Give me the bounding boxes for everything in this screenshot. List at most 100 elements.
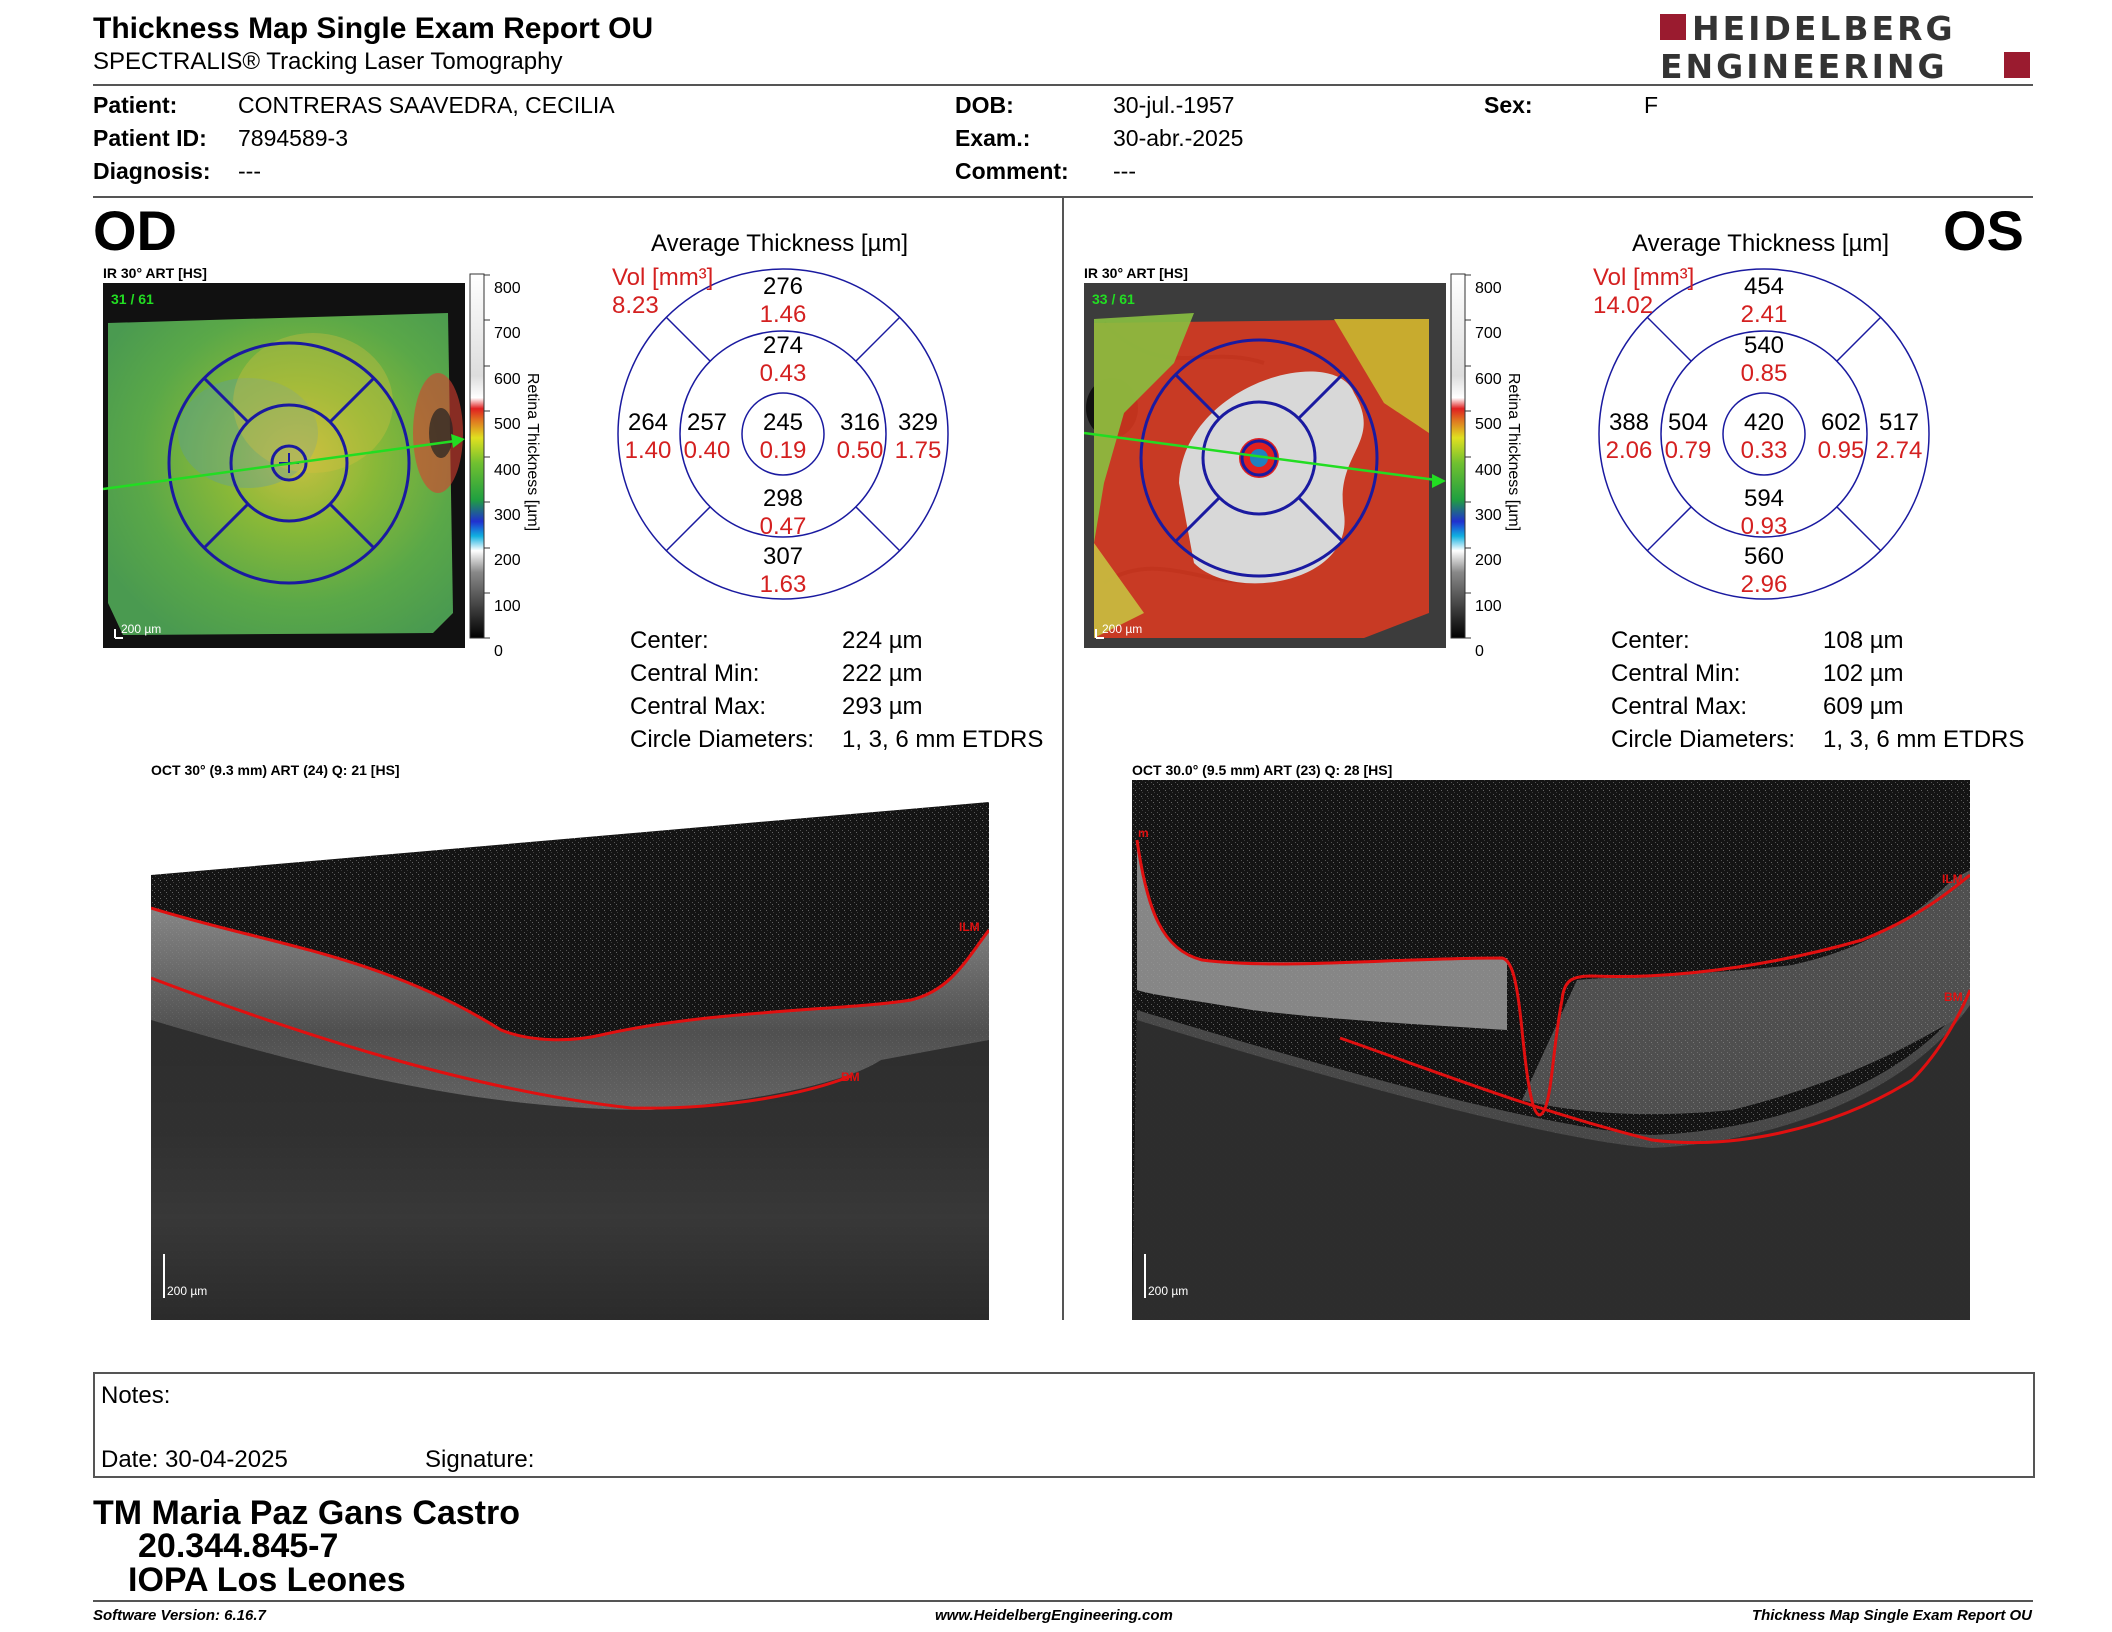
colorbar-tick: 700 <box>1475 325 1502 343</box>
svg-text:HEIDELBERG: HEIDELBERG <box>1692 10 1956 48</box>
os-center-label: Center: <box>1611 627 1690 654</box>
od-ilm-label: ILM <box>959 920 980 934</box>
notes-signature-label: Signature: <box>425 1446 535 1473</box>
od-colorbar-ticks: 800 700 600 500 400 300 200 100 0 <box>494 266 521 675</box>
od-eye-label: OD <box>93 199 177 262</box>
colorbar-tick: 600 <box>494 370 521 388</box>
colorbar-tick: 300 <box>1475 507 1502 525</box>
colorbar-tick: 100 <box>494 597 521 615</box>
os-oct-bscan: m ILM BM 200 µm <box>1132 780 1970 1320</box>
od-sector-temporal-inner: 316 0.50 <box>836 409 884 464</box>
notes-box[interactable]: Notes: Date: 30-04-2025 Signature: <box>93 1372 2035 1478</box>
colorbar-tick: 300 <box>494 507 521 525</box>
od-sector-inferior-inner: 298 0.47 <box>759 485 807 540</box>
os-eye-label: OS <box>1943 199 2024 262</box>
colorbar-tick: 800 <box>494 280 521 297</box>
diagnosis-label: Diagnosis: <box>93 158 211 184</box>
footer-website-link[interactable]: www.HeidelbergEngineering.com <box>935 1607 1173 1624</box>
od-oct-label: OCT 30° (9.3 mm) ART (24) Q: 21 [HS] <box>151 762 400 778</box>
os-oct-scale: 200 µm <box>1148 1284 1189 1298</box>
colorbar-tick: 400 <box>494 461 521 479</box>
footer-software-version: Software Version: 6.16.7 <box>93 1607 266 1624</box>
colorbar-tick: 100 <box>1475 597 1502 615</box>
od-min-label: Central Min: <box>630 660 760 687</box>
colorbar-tick: 500 <box>1475 416 1502 434</box>
colorbar-tick: 400 <box>1475 461 1502 479</box>
os-diam-value: 1, 3, 6 mm ETDRS <box>1823 726 2025 753</box>
od-map-scale: 200 µm <box>121 622 162 636</box>
od-etdrs-grid: 276 1.46 274 0.43 245 0.19 264 1.40 257 0.40 … <box>615 266 951 602</box>
os-stats-values: 108 µm 102 µm 609 µm 1, 3, 6 mm ETDRS <box>1823 624 2024 756</box>
os-total-volume: Vol [mm³] 14.02 <box>1593 264 1695 319</box>
info-divider <box>93 196 2033 198</box>
od-sector-temporal-outer: 329 1.75 <box>894 409 942 464</box>
od-sector-superior-outer: 276 1.46 <box>759 273 807 328</box>
footer-divider <box>93 1600 2033 1602</box>
notes-label: Notes: <box>101 1382 171 1409</box>
od-frame-counter: 31 / 61 <box>111 291 154 307</box>
od-diam-label: Circle Diameters: <box>630 726 815 753</box>
od-center-value: 224 µm <box>842 627 923 654</box>
os-max-label: Central Max: <box>1611 693 1748 720</box>
od-stats-labels: Center: Central Min: Central Max: Circle… <box>630 624 814 756</box>
od-sector-inferior-outer: 307 1.63 <box>759 543 807 598</box>
od-thickness-map: 31 / 61 200 µm <box>102 283 465 648</box>
notes-date: Date: 30-04-2025 <box>101 1446 288 1473</box>
signer-rut: 20.344.845-7 <box>138 1527 339 1565</box>
os-etdrs-grid: 454 2.41 540 0.85 420 0.33 388 2.06 504 0.79 … <box>1596 266 1932 602</box>
os-colorbar: 800 700 600 500 400 300 200 100 0 Retina… <box>1449 272 1539 660</box>
od-ir-label: IR 30° ART [HS] <box>103 265 207 281</box>
footer-report-name: Thickness Map Single Exam Report OU <box>1751 1607 2032 1624</box>
dob-value: 30-jul.-1957 <box>1113 92 1235 118</box>
od-sector-nasal-inner: 257 0.40 <box>683 409 731 464</box>
od-diam-value: 1, 3, 6 mm ETDRS <box>842 726 1044 753</box>
colorbar-tick: 200 <box>494 552 521 570</box>
colorbar-tick: 0 <box>494 643 503 661</box>
od-colorbar-axis-label: Retina Thickness [µm] <box>524 372 541 532</box>
sex-label: Sex: <box>1484 92 1533 118</box>
eye-divider <box>1062 198 1064 1320</box>
os-min-value: 102 µm <box>1823 660 1904 687</box>
os-center-value: 108 µm <box>1823 627 1904 654</box>
report-title: Thickness Map Single Exam Report OU <box>93 12 654 45</box>
os-sector-superior-outer: 454 2.41 <box>1740 273 1788 328</box>
os-diam-label: Circle Diameters: <box>1611 726 1796 753</box>
od-stats-values: 224 µm 222 µm 293 µm 1, 3, 6 mm ETDRS <box>842 624 1043 756</box>
patient-id-label: Patient ID: <box>93 125 207 151</box>
svg-text:ENGINEERING: ENGINEERING <box>1660 47 1948 82</box>
signer-name: TM Maria Paz Gans Castro <box>93 1494 521 1532</box>
od-oct-bscan: ILM BM 200 µm <box>151 780 989 1320</box>
od-avg-title: Average Thickness [µm] <box>651 230 909 257</box>
colorbar-tick: 800 <box>1475 280 1502 297</box>
od-colorbar: 800 700 600 500 400 300 200 100 0 Retina… <box>468 272 558 660</box>
os-ir-label: IR 30° ART [HS] <box>1084 265 1188 281</box>
od-bm-label: BM <box>841 1070 860 1084</box>
patient-name: CONTRERAS SAAVEDRA, CECILIA <box>238 92 615 118</box>
patient-label: Patient: <box>93 92 178 118</box>
heidelberg-logo: HEIDELBERG ENGINEERING <box>1660 9 2030 86</box>
sex-value: F <box>1644 92 1659 118</box>
od-sector-center: 245 0.19 <box>759 409 807 464</box>
header-divider <box>93 84 2033 86</box>
os-max-value: 609 µm <box>1823 693 1904 720</box>
os-map-scale: 200 µm <box>1102 622 1143 636</box>
exam-label: Exam.: <box>955 125 1031 151</box>
os-sector-inferior-inner: 594 0.93 <box>1740 485 1788 540</box>
od-max-value: 293 µm <box>842 693 923 720</box>
od-sector-nasal-outer: 264 1.40 <box>624 409 672 464</box>
os-sector-nasal-inner: 504 0.79 <box>1664 409 1712 464</box>
os-sector-center: 420 0.33 <box>1740 409 1788 464</box>
colorbar-tick: 500 <box>494 416 521 434</box>
os-ilm-left-mark: m <box>1138 826 1149 840</box>
od-min-value: 222 µm <box>842 660 923 687</box>
colorbar-tick: 700 <box>494 325 521 343</box>
os-colorbar-ticks: 800 700 600 500 400 300 200 100 0 <box>1475 266 1502 675</box>
comment-value: --- <box>1113 158 1136 184</box>
os-stats-labels: Center: Central Min: Central Max: Circle… <box>1611 624 1795 756</box>
os-oct-label: OCT 30.0° (9.5 mm) ART (23) Q: 28 [HS] <box>1132 762 1393 778</box>
od-oct-scale-bar <box>163 1254 165 1298</box>
od-center-label: Center: <box>630 627 709 654</box>
os-ilm-label: ILM <box>1942 872 1963 886</box>
od-max-label: Central Max: <box>630 693 767 720</box>
signer-institution: IOPA Los Leones <box>128 1561 406 1599</box>
